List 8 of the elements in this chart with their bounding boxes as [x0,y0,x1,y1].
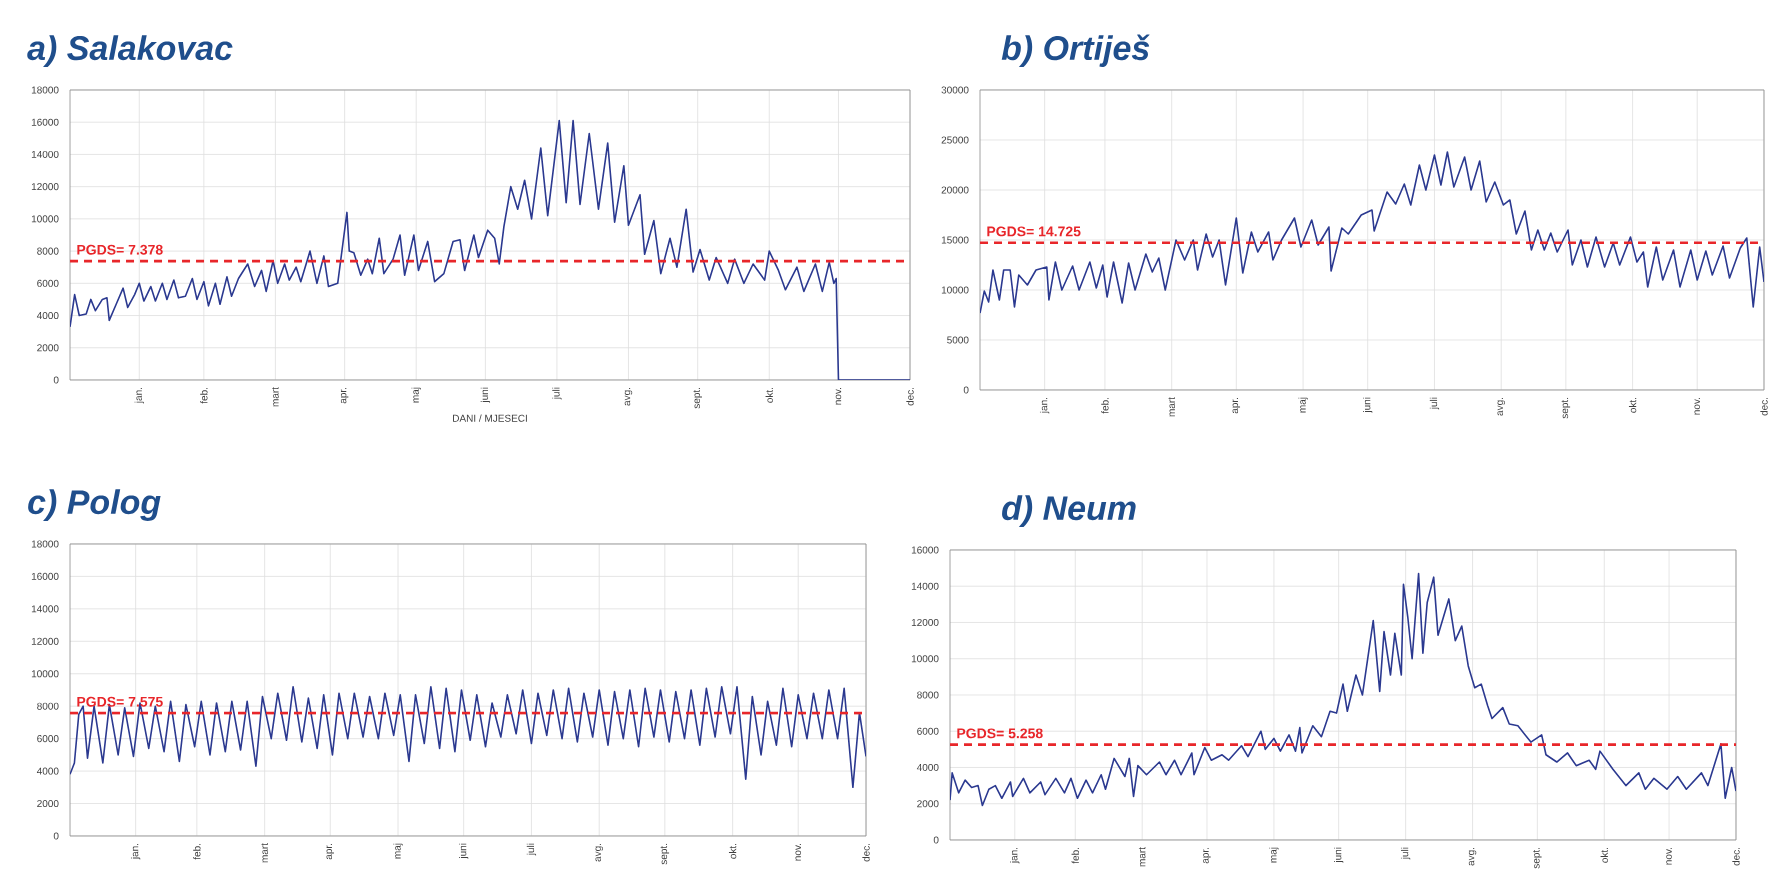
line-series [980,151,1764,314]
line-series [70,685,867,789]
line-series [950,572,1736,807]
line-series [70,119,910,380]
chart-title: c) Polog [28,489,161,521]
chart-title: b) Ortiješ [1001,34,1150,67]
chart-title: a) Salakovac [27,35,233,67]
chart-title: d) Neum [1002,495,1136,527]
